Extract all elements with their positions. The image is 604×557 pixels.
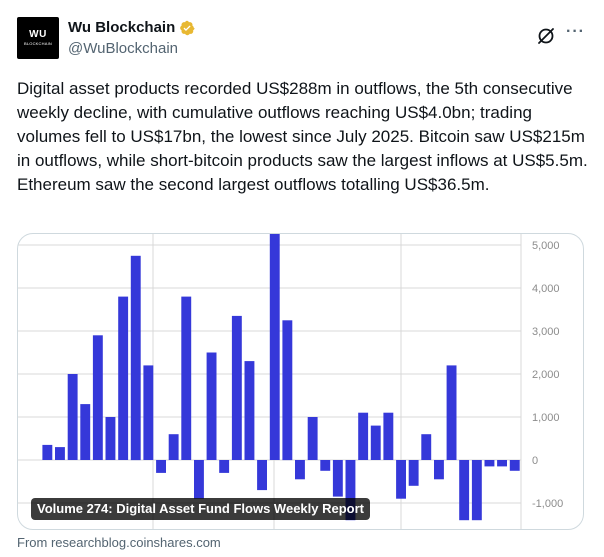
fund-flows-chart: 5,000 4,000 3,000 2,000 1,000 0 -1,000	[18, 234, 563, 529]
display-name[interactable]: Wu Blockchain	[68, 19, 176, 36]
chart-bar	[320, 460, 331, 471]
chart-bar	[181, 296, 192, 460]
chart-bar	[358, 412, 369, 460]
chart-bar	[219, 460, 230, 473]
chart-bar	[244, 361, 255, 460]
chart-bar	[471, 460, 482, 521]
chart-bar	[408, 460, 419, 486]
chart-bar	[80, 404, 91, 460]
chart-bar	[269, 234, 280, 460]
chart-bar	[282, 320, 293, 461]
chart-bar	[231, 315, 242, 460]
y-tick-label: 5,000	[532, 240, 560, 252]
chart-bar	[459, 460, 470, 521]
chart-bar	[446, 365, 457, 460]
author-handle[interactable]: @WuBlockchain	[68, 40, 178, 57]
chart-bar	[421, 434, 432, 460]
chart-bar	[345, 460, 356, 521]
y-tick-label: 0	[532, 455, 538, 467]
chart-bar	[92, 335, 103, 460]
chart-bar	[257, 460, 267, 491]
chart-bar	[434, 460, 444, 480]
chart-bar	[206, 352, 217, 460]
author-name[interactable]: Wu Blockchain	[68, 19, 195, 36]
chart-bar	[295, 460, 305, 480]
verified-badge-icon	[180, 20, 195, 35]
chart-bar	[156, 460, 166, 473]
chart-bar	[42, 444, 53, 460]
card-source-link[interactable]: From researchblog.coinshares.com	[17, 535, 221, 550]
card-title: Volume 274: Digital Asset Fund Flows Wee…	[31, 498, 370, 520]
y-tick-label: -1,000	[532, 498, 563, 510]
chart-bar	[67, 374, 78, 460]
y-tick-label: 4,000	[532, 283, 560, 295]
tweet-text: Digital asset products recorded US$288m …	[17, 79, 588, 194]
chart-bar	[55, 447, 65, 460]
chart-bar	[370, 425, 381, 460]
grok-icon[interactable]	[536, 26, 556, 46]
chart-bar	[143, 365, 154, 460]
chart-bar	[497, 460, 507, 467]
chart-bar	[383, 412, 394, 460]
chart-bar	[307, 417, 318, 460]
y-tick-label: 2,000	[532, 369, 560, 381]
chart-bar	[484, 460, 495, 467]
chart-bar	[168, 434, 179, 460]
avatar-logo-text: WU	[29, 29, 47, 40]
more-icon[interactable]: ···	[566, 23, 585, 40]
chart-bar	[396, 460, 406, 499]
chart-bar	[194, 460, 204, 499]
y-tick-label: 1,000	[532, 412, 560, 424]
chart-bar	[130, 255, 141, 461]
link-card[interactable]: 5,000 4,000 3,000 2,000 1,000 0 -1,000 Volume …	[17, 233, 584, 530]
chart-bar	[118, 296, 129, 460]
chart-bar	[332, 460, 343, 497]
y-tick-label: 3,000	[532, 326, 560, 338]
avatar-logo-subtext: BLOCKCHAIN	[23, 41, 52, 46]
avatar[interactable]: WU BLOCKCHAIN	[17, 17, 59, 59]
chart-bar	[509, 460, 520, 471]
chart-bar	[105, 417, 116, 460]
